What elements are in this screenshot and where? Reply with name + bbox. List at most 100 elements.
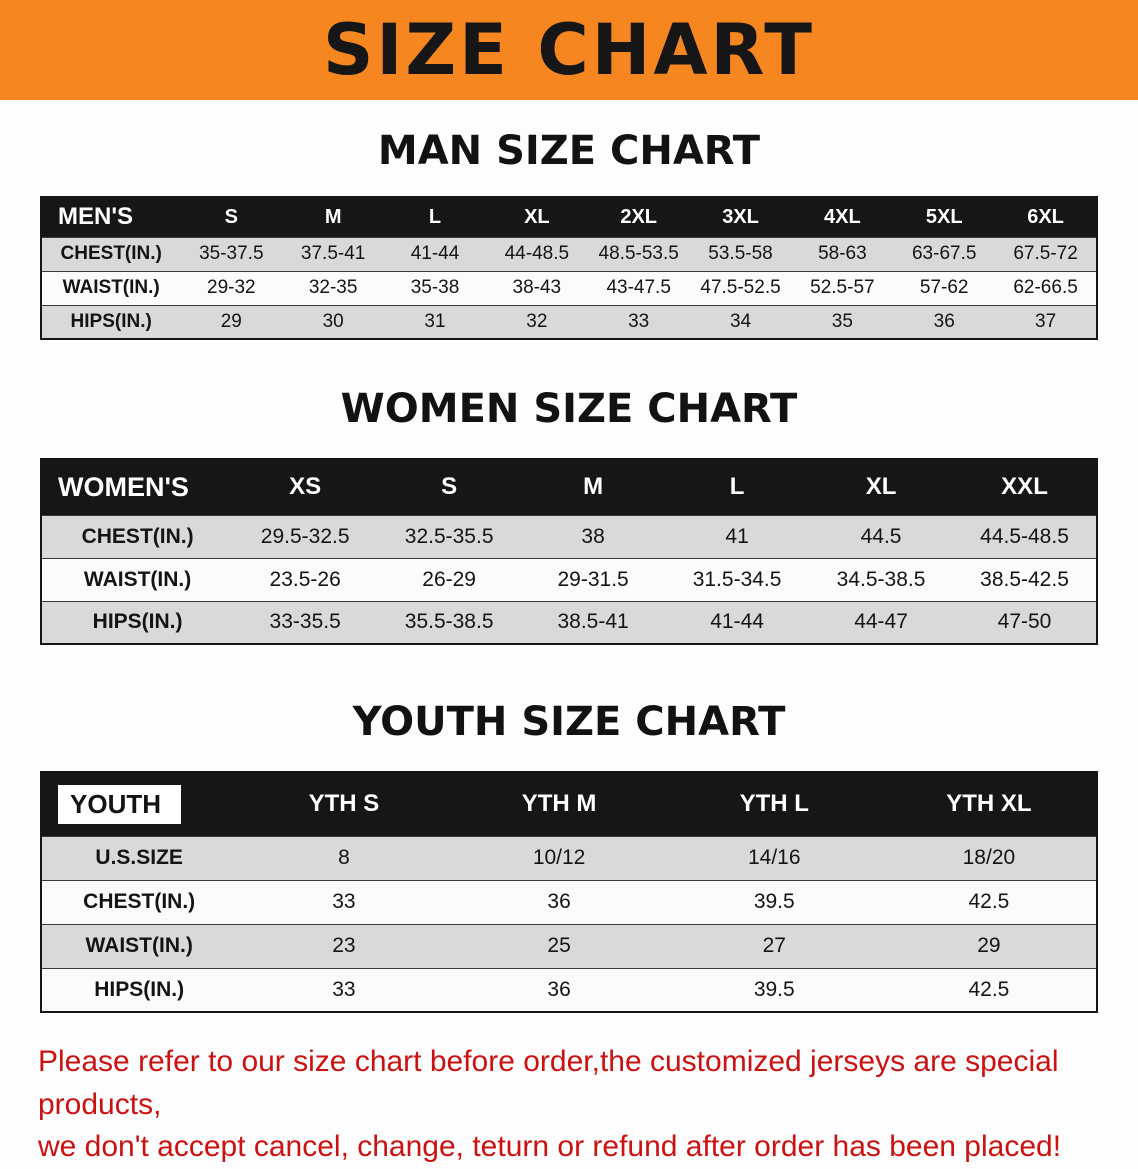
table-title-cell: WOMEN'S [41,459,234,515]
size-column-header: 4XL [791,197,894,237]
row-label-cell: HIPS(IN.) [41,304,181,339]
table-title: MEN'S [58,203,134,231]
size-value-cell: 53.5-58 [689,236,792,271]
size-value-cell: 25 [451,923,667,968]
size-column-header: XL [485,197,588,237]
banner: SIZE CHART [0,0,1138,100]
row-label-cell: CHEST(IN.) [41,236,181,271]
size-column-header: 6XL [995,197,1097,237]
size-value-cell: 33 [236,967,452,1012]
size-value-cell: 34.5-38.5 [809,557,954,601]
table-header-row: WOMEN'S XS S M L XL XXL [41,459,1097,515]
size-value-cell: 42.5 [881,967,1097,1012]
measurement-row: CHEST(IN.) 29.5-32.5 32.5-35.5 38 41 44.5 44.5… [41,514,1097,558]
measurement-row: HIPS(IN.) 33-35.5 35.5-38.5 38.5-41 41-44 44-… [41,600,1097,644]
size-value-cell: 35-37.5 [180,236,283,271]
disclaimer-line-1: Please refer to our size chart before or… [38,1045,1059,1121]
table-title: YOUTH [58,784,181,824]
size-value-cell: 23.5-26 [233,557,378,601]
size-value-cell: 37.5-41 [282,236,385,271]
measurement-row: CHEST(IN.) 35-37.5 37.5-41 41-44 44-48.5 48.5… [41,236,1097,271]
disclaimer-line-2: we don't accept cancel, change, teturn o… [38,1130,1062,1164]
size-column-header: XXL [953,459,1097,515]
size-column-header: S [377,459,522,515]
row-label-cell: CHEST(IN.) [41,514,234,558]
size-value-cell: 33 [587,304,690,339]
measurement-row: CHEST(IN.) 33 36 39.5 42.5 [41,879,1097,924]
table-title-cell: YOUTH [41,772,237,836]
size-value-cell: 39.5 [666,967,882,1012]
size-value-cell: 52.5-57 [791,270,894,305]
size-value-cell: 10/12 [451,835,667,880]
table-header-row: YOUTH YTH S YTH M YTH L YTH XL [41,772,1097,836]
table-title-cell: MEN'S [41,197,181,237]
size-column-header: S [180,197,283,237]
size-value-cell: 32-35 [282,270,385,305]
size-value-cell: 58-63 [791,236,894,271]
size-value-cell: 67.5-72 [995,236,1097,271]
size-value-cell: 8 [236,835,452,880]
size-value-cell: 36 [451,879,667,924]
size-value-cell: 44.5 [809,514,954,558]
row-label-cell: U.S.SIZE [41,835,237,880]
size-column-header: 5XL [893,197,996,237]
size-value-cell: 23 [236,923,452,968]
size-value-cell: 35 [791,304,894,339]
size-value-cell: 33-35.5 [233,600,378,644]
measurement-row: HIPS(IN.) 33 36 39.5 42.5 [41,967,1097,1012]
size-column-header: M [521,459,666,515]
size-value-cell: 43-47.5 [587,270,690,305]
size-value-cell: 47.5-52.5 [689,270,792,305]
size-value-cell: 30 [282,304,385,339]
size-value-cell: 35.5-38.5 [377,600,522,644]
measurement-row: WAIST(IN.) 23 25 27 29 [41,923,1097,968]
size-value-cell: 29.5-32.5 [233,514,378,558]
row-label-cell: WAIST(IN.) [41,557,234,601]
size-column-header: YTH S [236,772,452,836]
size-value-cell: 38.5-41 [521,600,666,644]
size-value-cell: 39.5 [666,879,882,924]
disclaimer-note: Please refer to our size chart before or… [38,1041,1100,1169]
size-value-cell: 63-67.5 [893,236,996,271]
page-title: SIZE CHART [322,9,816,91]
size-value-cell: 41-44 [665,600,810,644]
size-value-cell: 33 [236,879,452,924]
measurement-row: WAIST(IN.) 23.5-26 26-29 29-31.5 31.5-34.5 34… [41,557,1097,601]
table-title: WOMEN'S [58,471,189,502]
row-label-cell: WAIST(IN.) [41,923,237,968]
size-column-header: YTH XL [881,772,1097,836]
size-value-cell: 29 [881,923,1097,968]
size-value-cell: 36 [893,304,996,339]
size-value-cell: 32 [485,304,588,339]
size-value-cell: 44.5-48.5 [953,514,1097,558]
row-label-cell: HIPS(IN.) [41,600,234,644]
size-value-cell: 41-44 [384,236,486,271]
size-value-cell: 14/16 [666,835,882,880]
size-column-header: YTH L [666,772,882,836]
size-value-cell: 18/20 [881,835,1097,880]
size-value-cell: 38 [521,514,666,558]
size-column-header: 3XL [689,197,792,237]
youth-section-heading: YOUTH SIZE CHART [352,699,786,745]
size-value-cell: 29-31.5 [521,557,666,601]
size-value-cell: 26-29 [377,557,522,601]
women-size-table: WOMEN'S XS S M L XL XXL CHEST(IN.) 29.5-32.5 32.5… [40,458,1098,645]
table-header-row: MEN'S S M L XL 2XL 3XL 4XL 5XL 6XL [41,197,1097,237]
size-column-header: XL [809,459,954,515]
women-section-heading: WOMEN SIZE CHART [340,386,798,432]
size-column-header: M [282,197,385,237]
size-value-cell: 47-50 [953,600,1097,644]
size-value-cell: 38-43 [485,270,588,305]
size-column-header: XS [233,459,378,515]
size-value-cell: 34 [689,304,792,339]
men-size-table: MEN'S S M L XL 2XL 3XL 4XL 5XL 6XL CHEST(IN.) 35-37… [40,196,1098,340]
size-value-cell: 29-32 [180,270,283,305]
size-value-cell: 42.5 [881,879,1097,924]
size-column-header: YTH M [451,772,667,836]
size-value-cell: 44-47 [809,600,954,644]
size-value-cell: 36 [451,967,667,1012]
row-label-cell: HIPS(IN.) [41,967,237,1012]
size-value-cell: 41 [665,514,810,558]
size-value-cell: 62-66.5 [995,270,1097,305]
